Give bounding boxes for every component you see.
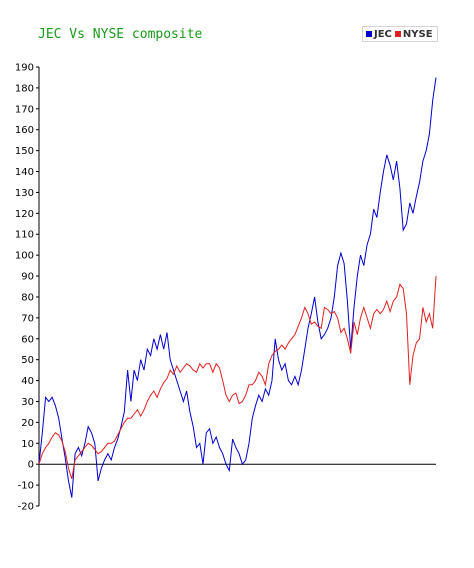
legend-entry-jec: JEC — [366, 29, 392, 40]
y-tick-label: 190 — [15, 63, 34, 74]
y-tick-label: -10 — [18, 481, 34, 492]
y-tick-label: 10 — [21, 439, 34, 450]
chart-title: JEC Vs NYSE composite — [38, 27, 203, 42]
legend: JEC NYSE — [362, 26, 438, 42]
y-tick-label: 160 — [15, 125, 34, 136]
y-tick-label: 180 — [15, 83, 34, 94]
legend-label-nyse: NYSE — [402, 28, 433, 40]
y-tick-label: 40 — [21, 376, 34, 387]
y-tick-label: 30 — [21, 397, 34, 408]
y-tick-label: 0 — [28, 460, 34, 471]
legend-entry-nyse: NYSE — [394, 28, 433, 40]
series-line-jec — [38, 77, 437, 498]
y-tick-label: 60 — [21, 334, 34, 345]
legend-swatch-nyse — [394, 31, 401, 37]
y-tick-label: 70 — [21, 313, 34, 324]
y-tick-label: 50 — [21, 355, 34, 366]
y-tick-label: 130 — [15, 188, 34, 199]
legend-swatch-jec — [366, 31, 372, 37]
y-tick-label: 170 — [15, 104, 34, 115]
y-tick-label: 120 — [15, 209, 34, 220]
y-tick-label: 90 — [21, 272, 34, 283]
y-tick-label: 140 — [15, 167, 34, 178]
legend-label-jec: JEC — [374, 28, 392, 40]
series-line-nyse — [38, 275, 437, 479]
y-tick-label: 100 — [15, 251, 34, 262]
y-tick-label: 80 — [21, 292, 34, 303]
y-tick-label: 20 — [21, 418, 34, 429]
y-tick-label: 150 — [15, 146, 34, 157]
y-tick-label: 110 — [15, 230, 34, 241]
y-tick-label: -20 — [18, 502, 34, 513]
